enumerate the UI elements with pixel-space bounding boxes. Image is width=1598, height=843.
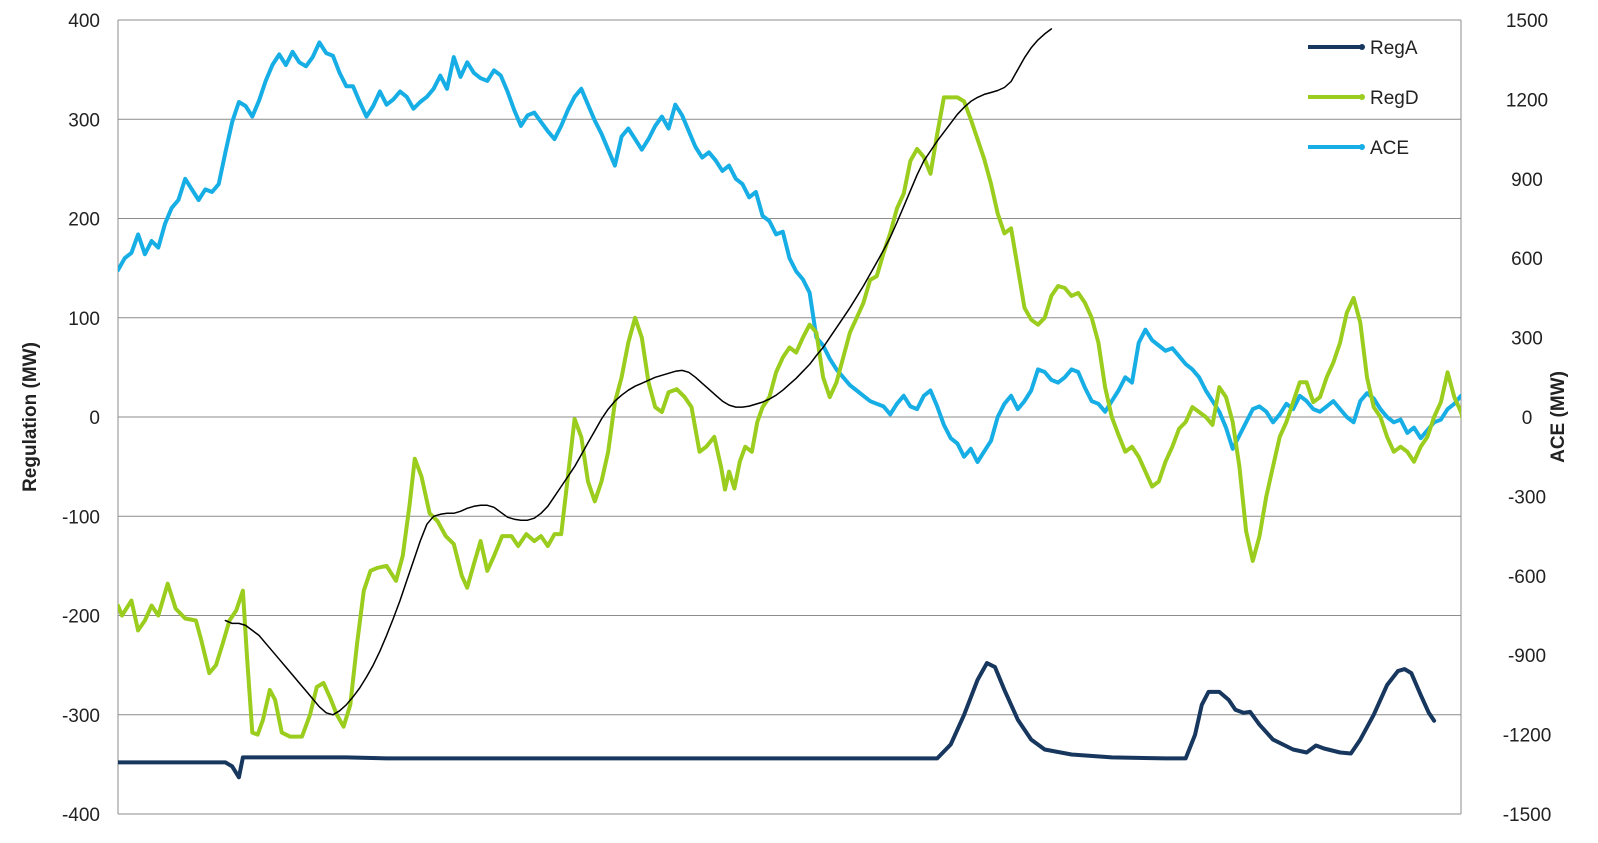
legend-item-ace: ACE [1308, 138, 1409, 159]
left-y-tick-label: 0 [89, 408, 100, 429]
left-y-tick-label: -100 [62, 507, 100, 528]
right-y-axis-title: ACE (MW) [1548, 371, 1569, 463]
left-y-tick-label: 400 [68, 11, 100, 32]
right-y-tick-label: -300 [1508, 487, 1546, 508]
right-y-tick-label: -1500 [1503, 805, 1552, 826]
left-y-tick-label: 200 [68, 210, 100, 231]
legend-marker [1359, 94, 1365, 100]
right-y-tick-label: 900 [1511, 170, 1543, 191]
unlabeled-trend-line [224, 28, 1053, 716]
right-y-tick-label: 600 [1511, 249, 1543, 270]
legend-marker [1359, 144, 1365, 150]
left-y-tick-label: 300 [68, 110, 100, 131]
regd-series-line [118, 95, 1461, 739]
left-y-axis-title: Regulation (MW) [20, 342, 41, 492]
right-y-tick-label: -1200 [1503, 726, 1552, 747]
legend-item-regd: RegD [1308, 88, 1419, 109]
left-y-tick-label: -300 [62, 706, 100, 727]
ace-series-line [118, 40, 1461, 464]
legend-label: ACE [1370, 138, 1409, 159]
legend-label: RegD [1370, 88, 1419, 109]
left-y-tick-labels: 400 300 200 100 0 -100 -200 -300 -400 [62, 11, 100, 826]
left-y-tick-label: -400 [62, 805, 100, 826]
right-y-tick-label: 1500 [1506, 11, 1548, 32]
right-y-tick-labels: 1500 1200 900 600 300 0 -300 -600 -900 -1200 -1500 [1503, 11, 1552, 826]
gridlines [118, 19, 1461, 815]
right-y-tick-label: 1200 [1506, 90, 1548, 111]
legend-label: RegA [1370, 38, 1418, 59]
legend-marker [1359, 44, 1365, 50]
left-y-tick-label: 100 [68, 309, 100, 330]
series-lines [118, 28, 1461, 780]
right-y-tick-label: -600 [1508, 567, 1546, 588]
legend: RegA RegD ACE [1308, 38, 1419, 159]
right-y-tick-label: 0 [1522, 408, 1533, 429]
left-y-tick-label: -200 [62, 607, 100, 628]
right-y-tick-label: 300 [1511, 329, 1543, 350]
legend-item-rega: RegA [1308, 38, 1418, 59]
right-y-tick-label: -900 [1508, 646, 1546, 667]
rega-series-line [118, 661, 1437, 780]
